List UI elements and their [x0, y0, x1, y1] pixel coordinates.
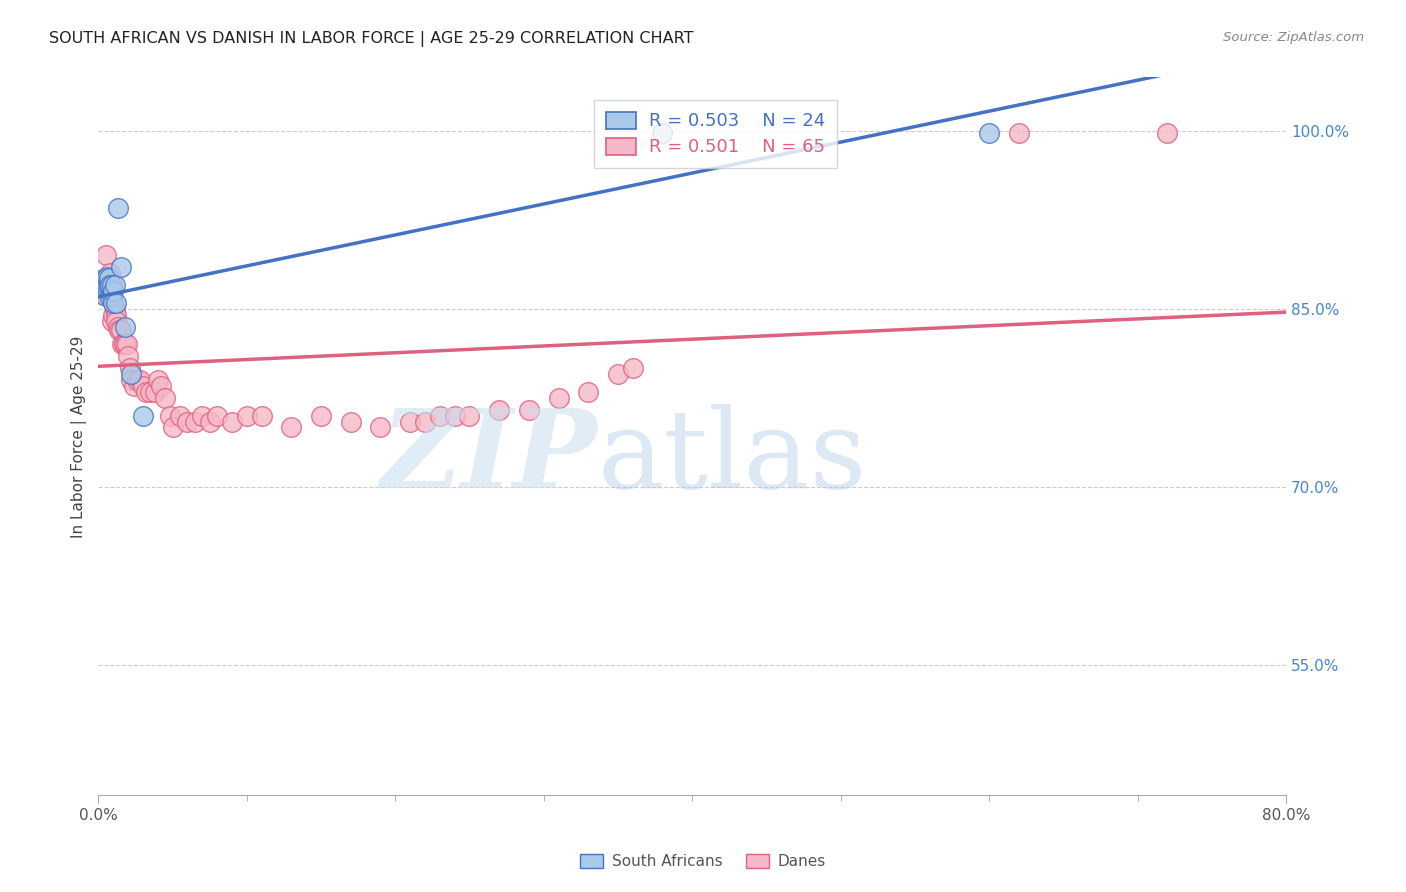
- Point: [112, 337, 135, 351]
- Point: [118, 361, 141, 376]
- Point: [370, 420, 392, 434]
- Point: [413, 415, 436, 429]
- Point: [94, 272, 117, 286]
- Point: [103, 296, 125, 310]
- Point: [94, 248, 117, 262]
- Point: [221, 415, 243, 429]
- Point: [458, 409, 481, 423]
- Point: [159, 409, 181, 423]
- Point: [191, 409, 214, 423]
- Point: [135, 384, 157, 399]
- Text: ZIP: ZIP: [381, 404, 598, 512]
- Point: [169, 409, 191, 423]
- Point: [977, 126, 1000, 140]
- Point: [90, 278, 112, 293]
- Point: [100, 290, 122, 304]
- Point: [91, 272, 114, 286]
- Point: [120, 367, 142, 381]
- Point: [1156, 126, 1178, 140]
- Point: [105, 314, 128, 328]
- Point: [96, 278, 118, 293]
- Point: [97, 271, 120, 285]
- Point: [443, 409, 465, 423]
- Point: [139, 384, 162, 399]
- Y-axis label: In Labor Force | Age 25-29: In Labor Force | Age 25-29: [72, 335, 87, 538]
- Point: [90, 278, 112, 293]
- Point: [96, 269, 118, 284]
- Point: [98, 287, 121, 301]
- Point: [198, 415, 221, 429]
- Point: [114, 337, 136, 351]
- Point: [488, 402, 510, 417]
- Point: [149, 379, 172, 393]
- Text: SOUTH AFRICAN VS DANISH IN LABOR FORCE | AGE 25-29 CORRELATION CHART: SOUTH AFRICAN VS DANISH IN LABOR FORCE |…: [49, 31, 693, 47]
- Point: [176, 415, 198, 429]
- Legend: South Africans, Danes: South Africans, Danes: [574, 848, 832, 875]
- Point: [93, 287, 115, 301]
- Point: [91, 278, 114, 293]
- Point: [103, 284, 125, 298]
- Point: [309, 409, 332, 423]
- Point: [132, 379, 155, 393]
- Point: [94, 280, 117, 294]
- Point: [120, 373, 142, 387]
- Point: [98, 290, 121, 304]
- Point: [146, 373, 169, 387]
- Point: [107, 201, 129, 215]
- Point: [108, 323, 131, 337]
- Point: [97, 287, 120, 301]
- Point: [250, 409, 273, 423]
- Point: [547, 391, 569, 405]
- Point: [606, 367, 628, 381]
- Point: [162, 420, 184, 434]
- Point: [104, 278, 127, 293]
- Point: [93, 287, 115, 301]
- Point: [105, 308, 128, 322]
- Point: [100, 287, 122, 301]
- Point: [143, 384, 166, 399]
- Point: [153, 391, 176, 405]
- Point: [111, 337, 134, 351]
- Point: [125, 373, 148, 387]
- Point: [97, 278, 120, 293]
- Point: [103, 308, 125, 322]
- Point: [107, 319, 129, 334]
- Point: [621, 361, 644, 376]
- Text: atlas: atlas: [598, 404, 866, 511]
- Point: [429, 409, 451, 423]
- Point: [129, 373, 152, 387]
- Point: [105, 296, 128, 310]
- Point: [115, 337, 138, 351]
- Point: [103, 296, 125, 310]
- Point: [517, 402, 540, 417]
- Point: [94, 280, 117, 294]
- Point: [110, 323, 132, 337]
- Point: [104, 301, 127, 316]
- Point: [399, 415, 422, 429]
- Point: [236, 409, 259, 423]
- Point: [98, 278, 121, 293]
- Point: [110, 260, 132, 275]
- Point: [184, 415, 207, 429]
- Point: [97, 272, 120, 286]
- Point: [117, 349, 139, 363]
- Point: [122, 379, 145, 393]
- Point: [651, 126, 673, 140]
- Point: [100, 314, 122, 328]
- Point: [205, 409, 228, 423]
- Point: [339, 415, 361, 429]
- Point: [1008, 126, 1031, 140]
- Point: [280, 420, 302, 434]
- Point: [114, 319, 136, 334]
- Legend: R = 0.503    N = 24, R = 0.501    N = 65: R = 0.503 N = 24, R = 0.501 N = 65: [595, 100, 838, 168]
- Text: Source: ZipAtlas.com: Source: ZipAtlas.com: [1223, 31, 1364, 45]
- Point: [100, 278, 122, 293]
- Point: [96, 287, 118, 301]
- Point: [576, 384, 599, 399]
- Point: [98, 266, 121, 280]
- Point: [132, 409, 155, 423]
